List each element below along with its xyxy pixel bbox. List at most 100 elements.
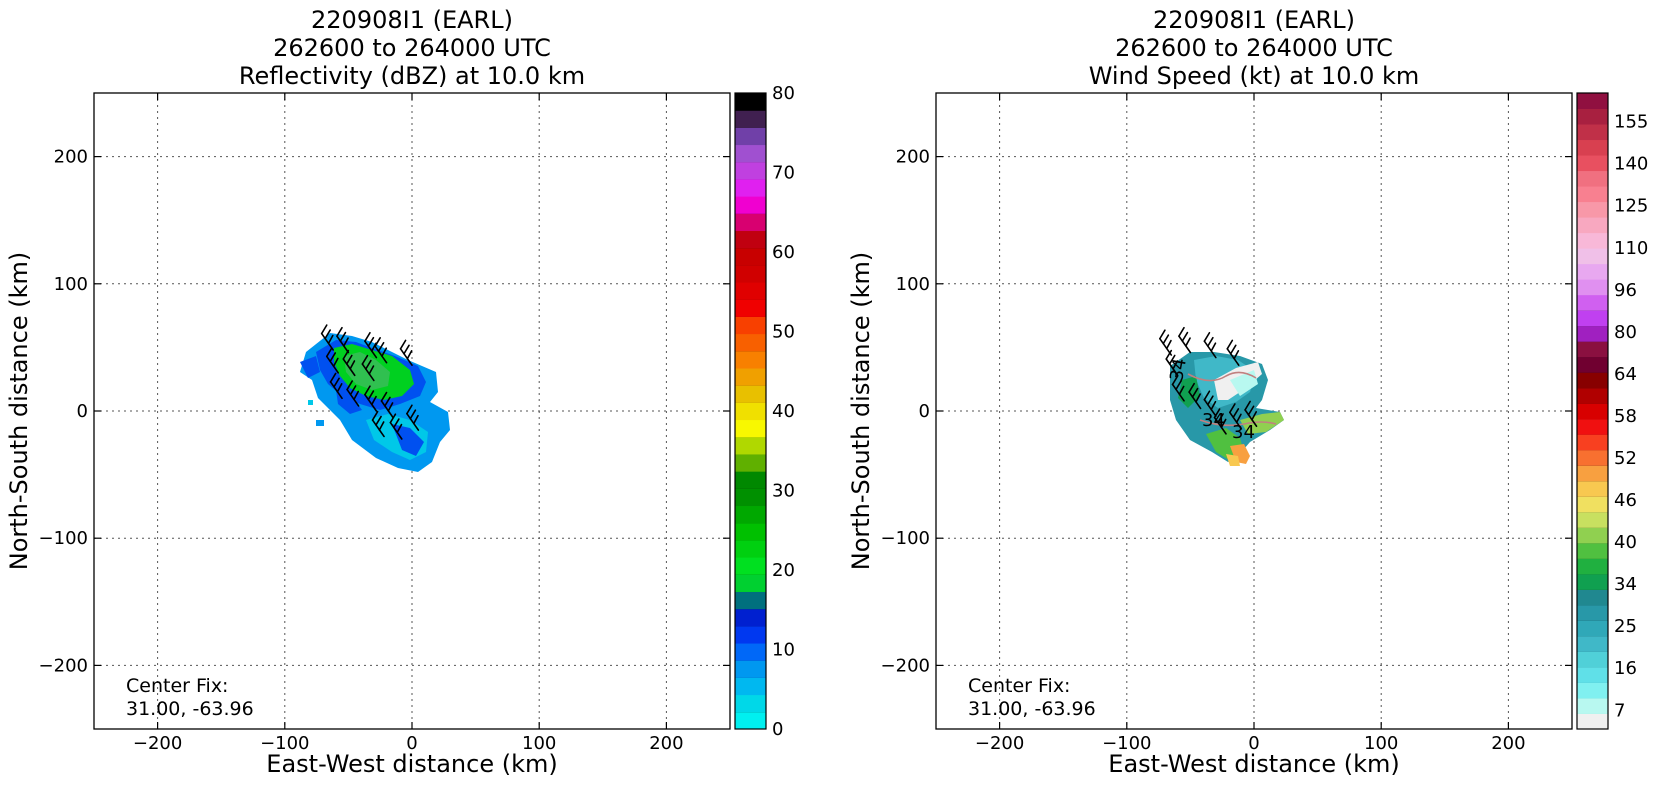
barb-staff xyxy=(336,335,350,354)
axis-ticks: −200 −100 0 100 200 −200 −100 0 100 200 xyxy=(39,93,730,754)
barb-flag xyxy=(1188,382,1195,393)
wind-barb xyxy=(1203,390,1217,417)
x-axis-label: East-West distance (km) xyxy=(1108,750,1399,778)
wind-region-calm-edge xyxy=(1230,370,1258,396)
colorbar-swatch xyxy=(1577,279,1608,296)
chart-title-line-3: Wind Speed (kt) at 10.0 km xyxy=(1089,62,1420,90)
colorbar-swatch xyxy=(1577,217,1608,234)
wind-barbs xyxy=(1159,326,1258,435)
barb-staff xyxy=(329,381,343,400)
colorbar-swatch xyxy=(1577,108,1608,125)
barb-flag xyxy=(329,352,337,363)
y-tick-label: 100 xyxy=(896,274,930,295)
wind-barb xyxy=(1171,375,1185,402)
colorbar-swatch xyxy=(1577,558,1608,575)
barb-staff xyxy=(342,358,356,377)
colorbar-swatch xyxy=(1577,542,1608,559)
barb-staff xyxy=(406,412,420,431)
barb-flag xyxy=(378,421,385,431)
colorbar-swatch xyxy=(735,333,766,352)
colorbar-tick-label: 40 xyxy=(1614,532,1637,553)
wind-barb xyxy=(342,349,356,377)
barb-staff xyxy=(1203,398,1217,417)
barb-flag xyxy=(339,331,347,342)
colorbar-swatch xyxy=(1577,465,1608,482)
colorbar-swatch xyxy=(735,230,766,249)
center-fix-label: Center Fix: xyxy=(968,675,1070,697)
barb-flag xyxy=(336,383,343,393)
barb-flag xyxy=(346,380,353,391)
wind-speed-panel: 220908I1 (EARL) 262600 to 264000 UTC Win… xyxy=(847,6,1648,778)
barb-flag xyxy=(1175,380,1182,391)
colorbar-tick-label: 64 xyxy=(1614,364,1637,385)
barb-staff xyxy=(346,388,360,407)
barb-staff xyxy=(1188,391,1202,410)
colorbar-swatch xyxy=(735,591,766,610)
barb-flag xyxy=(345,354,353,365)
colorbar-tick-label: 7 xyxy=(1614,700,1625,721)
colorbar-swatch xyxy=(735,643,766,661)
barb-staff xyxy=(361,363,375,382)
barb-flag xyxy=(343,337,349,347)
barb-flag xyxy=(367,336,375,347)
barb-staff xyxy=(1165,358,1179,377)
barb-staff xyxy=(1171,383,1185,402)
wind-barb xyxy=(1203,331,1217,359)
chart-title-line-1: 220908I1 (EARL) xyxy=(1153,6,1355,34)
x-tick-label: 0 xyxy=(406,733,417,754)
wind-barb xyxy=(361,354,375,382)
colorbar-tick-label: 20 xyxy=(772,560,795,581)
barb-flag xyxy=(403,344,410,355)
barb-flag xyxy=(380,391,388,402)
wind-barb xyxy=(325,347,340,374)
barb-flag xyxy=(371,410,379,421)
barb-flag xyxy=(374,337,381,348)
barb-flag xyxy=(1233,349,1240,360)
barb-flag xyxy=(1251,411,1258,421)
colorbar: 0 10 20 30 40 50 60 70 80 xyxy=(734,83,795,740)
barb-flag xyxy=(367,390,375,401)
colorbar-swatch xyxy=(1577,155,1608,172)
colorbar-swatch xyxy=(1577,341,1608,358)
barb-flag xyxy=(396,423,403,434)
barb-staff xyxy=(320,332,334,351)
colorbar-tick-label: 70 xyxy=(772,163,795,184)
colorbar-tick-label: 10 xyxy=(772,640,795,661)
colorbar-swatch xyxy=(1577,170,1608,187)
barb-flag xyxy=(349,385,357,396)
echo-speck-2 xyxy=(316,420,324,426)
wind-barb xyxy=(364,385,378,412)
wind-barb xyxy=(1226,339,1240,367)
colorbar-swatch xyxy=(1577,124,1608,141)
x-axis-label: East-West distance (km) xyxy=(266,750,557,778)
colorbar-swatch xyxy=(1577,480,1608,497)
barb-staff xyxy=(1244,409,1258,428)
colorbar-tick-label: 46 xyxy=(1614,490,1637,511)
barb-staff xyxy=(371,419,385,438)
chart-title-line-2: 262600 to 264000 UTC xyxy=(273,34,551,62)
chart-title-line-1: 220908I1 (EARL) xyxy=(311,6,513,34)
colorbar-tick-label: 50 xyxy=(772,322,795,343)
colorbar-swatch xyxy=(1577,620,1608,637)
colorbar-tick-label: 25 xyxy=(1614,616,1637,637)
colorbar-swatch xyxy=(735,196,766,214)
barb-flag xyxy=(1229,344,1237,355)
colorbar-swatch xyxy=(1577,139,1608,156)
barb-flag xyxy=(329,372,337,383)
barb-flag xyxy=(1217,413,1224,424)
wind-region-yellow xyxy=(1226,454,1240,466)
barb-flag xyxy=(1159,329,1166,340)
colorbar-swatch xyxy=(1577,403,1608,420)
colorbar-swatch xyxy=(1577,418,1608,435)
x-tick-label: −100 xyxy=(260,733,309,754)
barb-flag xyxy=(327,334,334,345)
barb-flag xyxy=(361,354,369,365)
colorbar-swatch xyxy=(735,282,766,300)
barb-flag xyxy=(1181,331,1189,342)
barb-flag xyxy=(381,347,388,357)
colorbar-swatch xyxy=(1577,93,1608,110)
barb-flag xyxy=(1203,390,1211,401)
chart-title-line-2: 262600 to 264000 UTC xyxy=(1115,34,1393,62)
colorbar-tick-label: 52 xyxy=(1614,448,1637,469)
